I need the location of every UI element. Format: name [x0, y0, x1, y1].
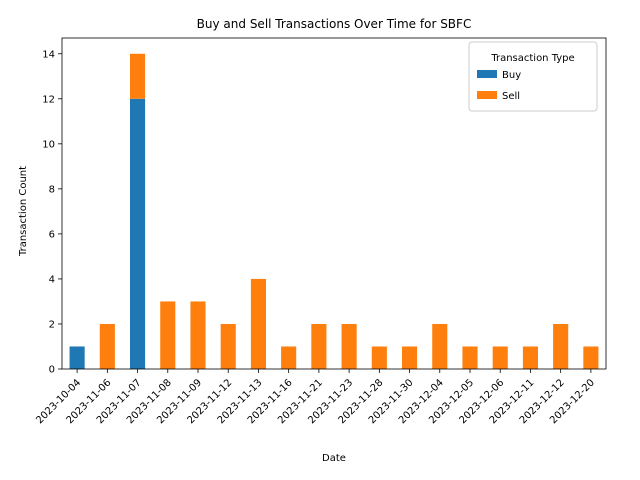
- bar-sell-2023-12-06: [492, 346, 508, 369]
- legend-label-sell: Sell: [502, 91, 520, 102]
- legend-swatch-buy: [477, 70, 497, 78]
- bar-sell-2023-12-12: [553, 323, 569, 369]
- bar-sell-2023-12-11: [522, 346, 538, 369]
- bar-sell-2023-11-09: [190, 301, 206, 369]
- y-tick-label: 8: [49, 184, 55, 195]
- bar-sell-2023-11-06: [99, 323, 115, 369]
- bar-sell-2023-11-08: [160, 301, 176, 369]
- y-tick-label: 2: [49, 319, 55, 330]
- bar-sell-2023-12-05: [462, 346, 478, 369]
- legend-swatch-sell: [477, 91, 497, 99]
- legend-title: Transaction Type: [490, 53, 574, 64]
- chart-title: Buy and Sell Transactions Over Time for …: [197, 17, 472, 31]
- legend: Transaction Type Buy Sell: [468, 41, 598, 112]
- bar-sell-2023-11-30: [402, 346, 418, 369]
- y-tick-label: 12: [42, 94, 55, 105]
- legend-frame: [468, 41, 598, 112]
- bar-sell-2023-11-13: [250, 278, 266, 369]
- legend-label-buy: Buy: [502, 70, 521, 81]
- y-tick-label: 10: [42, 139, 55, 150]
- y-tick-label: 4: [49, 274, 55, 285]
- bar-sell-2023-12-04: [432, 323, 448, 369]
- y-tick-label: 0: [49, 365, 55, 376]
- bar-sell-2023-11-28: [371, 346, 387, 369]
- bar-sell-2023-12-20: [583, 346, 599, 369]
- x-axis-label: Date: [322, 453, 346, 464]
- bar-sell-2023-11-12: [220, 323, 236, 369]
- bar-sell-2023-11-07: [130, 53, 146, 99]
- y-tick-label: 14: [42, 49, 55, 60]
- axes-frame: [61, 37, 607, 370]
- bar-sell-2023-11-23: [341, 323, 357, 369]
- bar-buy-2023-11-07: [130, 98, 146, 370]
- y-axis-label: Transaction Count: [18, 166, 29, 257]
- bar-sell-2023-11-21: [311, 323, 327, 369]
- bar-buy-2023-10-04: [69, 346, 85, 369]
- bar-sell-2023-11-16: [281, 346, 297, 369]
- y-tick-label: 6: [49, 229, 55, 240]
